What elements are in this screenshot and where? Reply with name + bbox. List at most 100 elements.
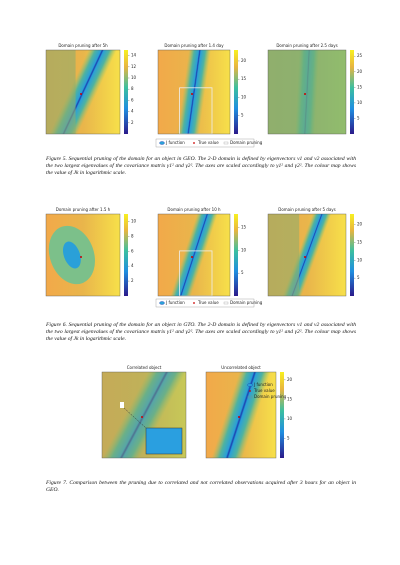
panel-title: Domain pruning after 1.5 h [56,207,111,212]
panel-frame [157,49,231,135]
true-value [304,256,306,258]
legend-label: J function [165,300,185,305]
panel-title: Correlated object [127,365,162,370]
legend-box [155,298,255,308]
true-value [191,256,193,258]
true-box [120,402,124,408]
heatmap-band [46,50,120,134]
panel-frame [267,49,347,135]
legend-swatch [223,141,229,145]
colorbar-label: 10 [357,100,363,105]
panel-title: Domain pruning after 1.4 day [164,43,224,48]
colorbar [234,214,238,296]
caption: Figure 5. Sequential pruning of the doma… [46,156,356,177]
panel-frame [45,49,121,135]
true-value [191,93,193,95]
pruned-area [268,50,346,134]
colorbar-label: 5 [241,113,244,118]
panel [158,214,230,296]
colorbar-label: 2 [131,120,134,125]
legend-swatch [247,395,253,399]
pruned-area [179,87,213,134]
panel [268,214,346,296]
heatmap-band [206,372,276,458]
panel [46,50,120,134]
panel-title: Uncorrelated object [221,365,261,370]
legend-box [155,138,255,148]
heatmap-band [158,214,230,296]
legend-label: Domain pruning [230,300,263,305]
panel-title: Domain pruning after 2.5 days [276,43,337,48]
legend-swatch [159,141,165,145]
colorbar-label: 8 [131,86,134,91]
colorbar-label: 6 [131,248,134,253]
panel-frame [45,213,121,297]
panel [206,372,276,458]
panel-title: Domain pruning after 5h [58,43,108,48]
true-value [141,416,143,418]
heatmap-band [268,214,346,296]
colorbar-label: 10 [241,94,247,99]
colorbar [124,50,128,134]
caption: Figure 7. Comparison between the pruning… [46,480,356,494]
legend-swatch [249,390,251,392]
zoom-line [123,407,147,429]
colorbar [234,50,238,134]
heatmap-band [165,50,223,134]
colorbar-label: 10 [241,247,247,252]
panel [158,50,230,134]
colorbar-label: 4 [131,263,134,268]
colorbar-label: 5 [357,275,360,280]
colorbar-label: 12 [131,64,137,69]
legend-label: Domain pruning [230,140,263,145]
colorbar-label: 15 [357,240,363,245]
colorbar-label: 5 [357,115,360,120]
panel-title: Domain pruning after 10 h [167,207,221,212]
true-value [238,416,240,418]
panel [102,372,186,458]
colorbar-label: 15 [287,396,293,401]
pruned-area [268,214,300,296]
legend-label: J function [253,382,273,387]
heatmap-band [102,372,186,458]
colorbar-label: 5 [241,270,244,275]
pruned-area [46,50,76,134]
legend-swatch [223,301,229,305]
legend-label: J function [165,140,185,145]
true-value [80,256,82,258]
inset [145,427,183,455]
true-value [80,93,82,95]
legend-swatch [247,383,253,387]
legend-swatch [159,301,165,305]
legend-label: True value [197,140,219,145]
colorbar-label: 10 [131,75,137,80]
colorbar-label: 2 [131,278,134,283]
caption: Figure 6. Sequential pruning of the doma… [46,322,356,343]
legend-swatch [193,142,195,144]
heatmap-core [62,241,81,269]
colorbar-label: 4 [131,109,134,114]
colorbar-label: 10 [287,416,293,421]
colorbar [350,50,354,134]
colorbar-label: 8 [131,233,134,238]
legend-label: Domain pruning [254,394,287,399]
colorbar-label: 25 [357,53,363,58]
colorbar-label: 10 [131,218,137,223]
panel-frame [157,213,231,297]
colorbar-label: 15 [241,76,247,81]
colorbar-label: 15 [357,84,363,89]
colorbar-label: 14 [131,53,137,58]
colorbar [350,214,354,296]
panel [268,50,346,134]
legend-label: True value [253,388,275,393]
panel [46,214,120,296]
colorbar-label: 15 [241,225,247,230]
legend-swatch [193,302,195,304]
colorbar-label: 5 [287,435,290,440]
colorbar-label: 20 [241,58,247,63]
colorbar [124,214,128,296]
panel-frame [205,371,277,459]
panel-frame [267,213,347,297]
